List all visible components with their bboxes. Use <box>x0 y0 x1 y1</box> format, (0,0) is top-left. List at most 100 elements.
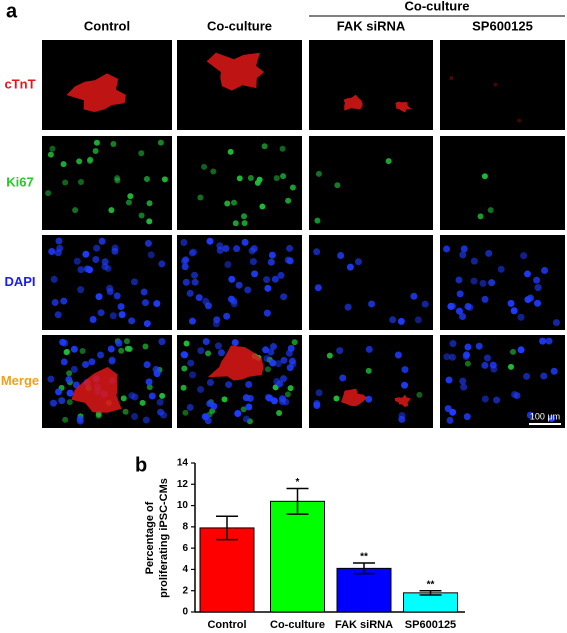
significance: ** <box>427 579 435 590</box>
cell-dot <box>182 256 190 264</box>
cell-dot <box>493 396 501 404</box>
cell-dot <box>158 338 166 346</box>
cell-dot <box>125 199 132 206</box>
cell-dot <box>273 175 280 182</box>
cell-dot <box>77 179 84 186</box>
cell-dot <box>337 252 345 260</box>
cell-dot <box>97 309 105 317</box>
cell-dot <box>365 345 373 353</box>
cell-dot <box>339 374 347 382</box>
panel-label: b <box>135 454 147 476</box>
panel-label: a <box>6 0 18 22</box>
column-header: Co-culture <box>207 18 272 33</box>
cell-dot <box>152 365 160 373</box>
cell-dot <box>245 381 253 389</box>
cell-dot <box>315 170 322 177</box>
cell-dot <box>232 220 239 227</box>
cell-dot <box>225 381 233 389</box>
cell-dot <box>365 395 373 403</box>
cell-dot <box>541 266 549 274</box>
cell-dot <box>285 197 292 204</box>
cell-dot <box>227 295 235 303</box>
cell-dot <box>77 266 85 274</box>
cell-dot <box>130 278 138 286</box>
cell-dot <box>190 248 198 256</box>
cell-dot <box>189 371 197 379</box>
cell-dot <box>464 343 472 351</box>
cell-dot <box>475 342 483 350</box>
cell-dot <box>153 300 161 308</box>
cell-dot <box>97 351 105 359</box>
cell-dot <box>517 313 525 321</box>
cell-dot <box>242 394 250 402</box>
cell-dot <box>326 352 333 359</box>
cell-dot <box>277 271 285 279</box>
cell-dot <box>114 177 121 184</box>
cell-dot <box>63 349 70 356</box>
cell-dot <box>264 366 271 373</box>
cell-dot <box>188 317 196 325</box>
cell-dot <box>47 375 55 383</box>
cell-dot <box>256 176 263 183</box>
cell-dot <box>145 378 153 386</box>
cell-dot <box>481 361 489 369</box>
x-tick-label: SP600125 <box>405 619 456 631</box>
cell-dot <box>523 270 531 278</box>
cell-dot <box>524 296 532 304</box>
cell-dot <box>82 360 90 368</box>
cell-dot <box>48 248 56 256</box>
cell-dot <box>197 347 205 355</box>
cell-dot <box>202 297 210 305</box>
micrograph <box>440 136 565 230</box>
cell-dot <box>82 250 90 258</box>
cell-dot <box>242 415 250 423</box>
cell-dot <box>497 265 505 273</box>
cell-dot <box>143 361 151 369</box>
cell-dot <box>55 388 63 396</box>
cell-dot <box>138 150 145 157</box>
column-header: Control <box>84 18 130 33</box>
cell-dot <box>76 158 83 165</box>
cell-dot <box>159 392 166 399</box>
cell-dot <box>47 151 54 158</box>
cell-dot <box>60 358 68 366</box>
cell-dot <box>231 339 239 347</box>
cell-dot <box>466 303 474 311</box>
cell-dot <box>269 359 277 367</box>
cell-dot <box>195 294 203 302</box>
cell-dot <box>142 343 149 350</box>
x-tick-label: Co-culture <box>270 619 325 631</box>
cell-dot <box>416 391 423 398</box>
cell-dot <box>262 346 270 354</box>
cell-dot <box>479 279 487 287</box>
cell-dot <box>286 244 294 252</box>
cell-dot <box>251 270 259 278</box>
cell-dot <box>459 251 467 259</box>
x-tick-label: Control <box>207 619 246 631</box>
cell-dot <box>206 378 214 386</box>
cell-dot <box>481 173 488 180</box>
row-label: DAPI <box>4 274 35 289</box>
cell-dot <box>95 412 102 419</box>
cell-dot <box>142 416 150 424</box>
cell-dot <box>227 148 234 155</box>
scale-bar-label: 100 μm <box>530 411 560 421</box>
cell-dot <box>313 401 321 409</box>
cell-dot <box>161 176 168 183</box>
ctnt-stain <box>66 73 126 112</box>
cell-dot <box>443 353 451 361</box>
cell-dot <box>54 311 62 319</box>
cell-dot <box>483 354 491 362</box>
cell-dot <box>389 316 397 324</box>
cell-dot <box>143 175 150 182</box>
cell-dot <box>287 385 294 392</box>
cell-dot <box>113 292 121 300</box>
cell-dot <box>106 284 114 292</box>
cell-dot <box>70 345 78 353</box>
cell-dot <box>259 203 266 210</box>
y-axis-title: proliferating iPSC-CMs <box>158 478 170 598</box>
cell-dot <box>463 351 471 359</box>
cell-dot <box>140 288 148 296</box>
cell-dot <box>66 370 73 377</box>
cell-dot <box>397 317 405 325</box>
